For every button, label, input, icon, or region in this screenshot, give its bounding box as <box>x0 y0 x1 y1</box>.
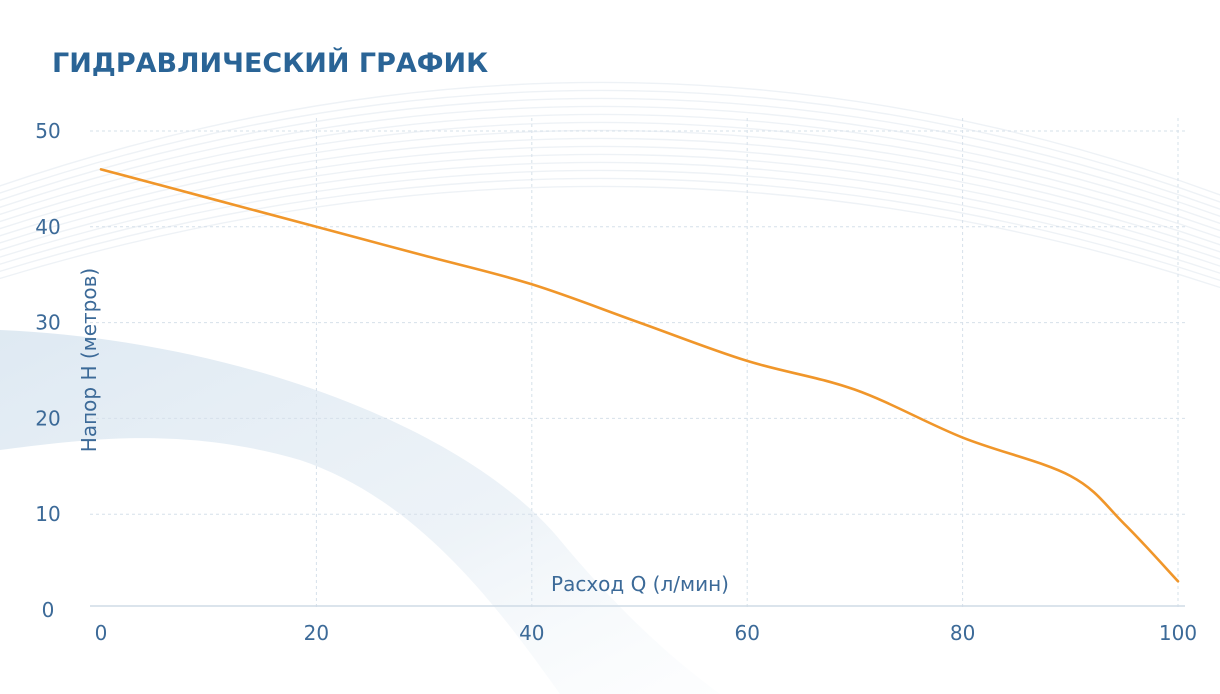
background-arc <box>0 121 1220 232</box>
background-arc <box>0 81 1220 196</box>
background-decoration <box>0 81 1220 694</box>
background-arc <box>0 169 1220 274</box>
y-tick-label: 10 <box>35 502 60 526</box>
background-arc <box>0 145 1220 253</box>
background-arc <box>0 105 1220 218</box>
y-axis-ticks: 0 10 20 30 40 50 <box>35 119 60 622</box>
x-axis-label: Расход Q (л/мин) <box>551 572 729 596</box>
background-arc <box>0 113 1220 225</box>
y-tick-label: 40 <box>35 215 60 239</box>
background-arc <box>0 161 1220 267</box>
background-arc <box>0 153 1220 260</box>
y-tick-label: 50 <box>35 119 60 143</box>
x-axis-ticks: 0 20 40 60 80 100 <box>95 621 1197 645</box>
x-tick-label: 40 <box>519 621 544 645</box>
background-arc <box>0 177 1220 282</box>
background-arc <box>0 89 1220 203</box>
y-tick-label: 20 <box>35 406 60 430</box>
x-tick-label: 100 <box>1159 621 1197 645</box>
series-line-head-curve <box>99 168 1180 583</box>
chart-title: ГИДРАВЛИЧЕСКИЙ ГРАФИК <box>52 47 488 79</box>
background-arc <box>0 137 1220 246</box>
background-swoosh <box>0 330 720 694</box>
x-tick-label: 0 <box>95 621 108 645</box>
grid <box>90 118 1185 610</box>
x-tick-label: 80 <box>950 621 975 645</box>
background-arc <box>0 97 1220 210</box>
y-tick-label: 30 <box>35 311 60 335</box>
x-tick-label: 20 <box>304 621 329 645</box>
y-tick-label: 0 <box>42 598 55 622</box>
x-tick-label: 60 <box>734 621 759 645</box>
y-axis-label: Напор H (метров) <box>77 268 101 452</box>
background-arc <box>0 185 1220 289</box>
